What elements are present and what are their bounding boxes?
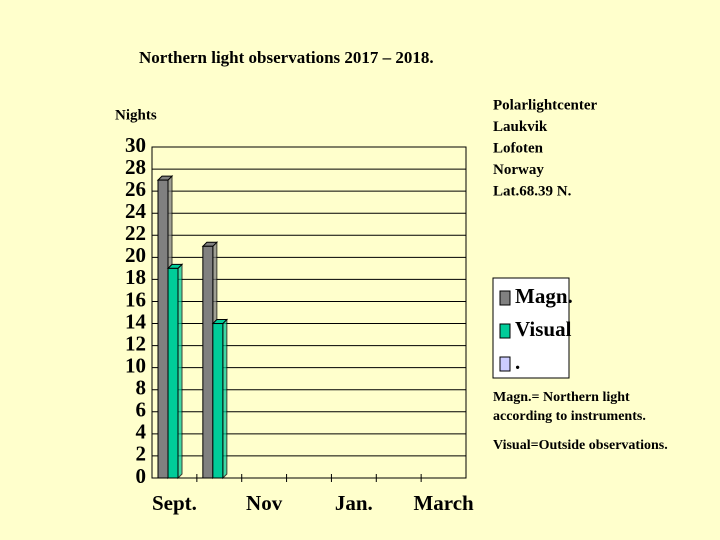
info-line: Norway bbox=[493, 162, 544, 178]
info-line: Polarlightcenter bbox=[493, 97, 597, 113]
y-tick-label: 18 bbox=[125, 265, 146, 289]
info-line: Lat.68.39 N. bbox=[493, 183, 572, 199]
y-tick-label: 6 bbox=[136, 398, 147, 422]
y-tick-label: 24 bbox=[125, 199, 147, 223]
y-tick-label: 30 bbox=[125, 133, 146, 157]
y-tick-label: 2 bbox=[136, 442, 147, 466]
y-tick-label: 0 bbox=[136, 464, 147, 488]
chart-title: Northern light observations 2017 – 2018. bbox=[139, 48, 434, 67]
info-line: Laukvik bbox=[493, 119, 548, 135]
y-axis-label: Nights bbox=[115, 107, 157, 123]
bar bbox=[157, 179, 169, 479]
legend-swatch bbox=[499, 356, 511, 372]
plot-area bbox=[151, 146, 467, 479]
y-tick-label: 4 bbox=[136, 420, 147, 444]
y-tick-label: 14 bbox=[125, 309, 147, 333]
y-tick-label: 16 bbox=[125, 287, 146, 311]
legend-label: . bbox=[515, 350, 520, 374]
bar bbox=[212, 323, 224, 479]
legend-label: Magn. bbox=[515, 284, 573, 308]
legend-swatch bbox=[499, 290, 511, 306]
x-tick-label: Nov bbox=[246, 491, 283, 515]
y-tick-label: 10 bbox=[125, 353, 146, 377]
y-tick-label: 22 bbox=[125, 221, 146, 245]
bar bbox=[167, 267, 179, 479]
y-tick-label: 20 bbox=[125, 243, 146, 267]
y-tick-label: 12 bbox=[125, 331, 146, 355]
x-tick-label: Sept. bbox=[152, 491, 197, 515]
bar bbox=[202, 245, 214, 479]
legend-label: Visual bbox=[515, 317, 572, 341]
note-line: Visual=Outside observations. bbox=[493, 438, 668, 453]
bar-side bbox=[222, 318, 228, 480]
y-tick-label: 8 bbox=[136, 376, 147, 400]
y-tick-label: 28 bbox=[125, 155, 146, 179]
y-tick-label: 26 bbox=[125, 177, 146, 201]
info-line: Lofoten bbox=[493, 140, 544, 156]
x-tick-label: March bbox=[413, 491, 474, 515]
bar-side bbox=[177, 263, 183, 480]
legend-swatch bbox=[499, 323, 511, 339]
note-line: Magn.= Northern light bbox=[493, 390, 630, 405]
note-line: according to instruments. bbox=[493, 409, 646, 424]
x-tick-label: Jan. bbox=[335, 491, 373, 515]
